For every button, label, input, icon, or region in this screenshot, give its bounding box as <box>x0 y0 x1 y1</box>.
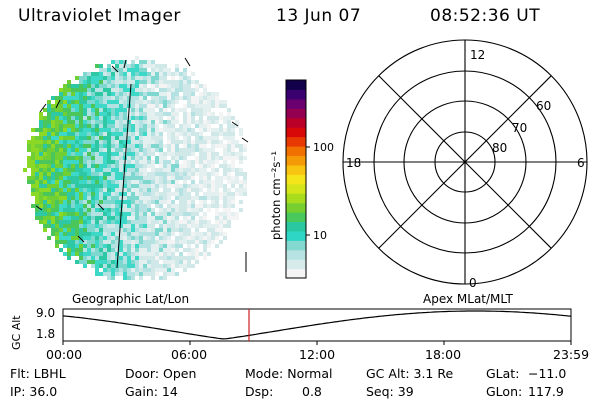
polar-label-lat-60: 60 <box>536 99 551 113</box>
colorbar-swatch <box>286 183 306 194</box>
mode-status: Mode: Normal <box>245 366 333 381</box>
filter-value: Flt: LBHL <box>10 366 66 381</box>
colorbar-swatch <box>286 136 306 147</box>
colorbar-swatch <box>286 259 306 270</box>
colorbar-swatch <box>286 221 306 232</box>
uv-image-graticule-tick <box>123 59 127 69</box>
uv-image <box>23 56 249 280</box>
time-label: 08:52:36 UT <box>430 6 541 26</box>
timeline-ytick-top: 9.0 <box>36 306 55 320</box>
polar-label-6: 6 <box>577 156 585 170</box>
timeline-ytick-bottom: 1.8 <box>36 327 55 341</box>
timeline-xtick-1200: 12:00 <box>299 347 336 362</box>
colorbar-swatch <box>286 146 306 157</box>
timeline-plot: GC Alt 9.0 1.8 <box>10 306 572 350</box>
colorbar-swatch <box>286 174 306 185</box>
colorbar-swatch <box>286 249 306 260</box>
colorbar-swatch <box>286 202 306 213</box>
colorbar-swatch <box>286 80 306 91</box>
uv-image-graticule-tick <box>39 103 47 113</box>
date-label: 13 Jun 07 <box>276 6 362 26</box>
timeline-orbit-curve <box>62 310 572 340</box>
colorbar: 100 10 photon cm⁻²s⁻¹ <box>269 79 334 279</box>
gc-alt-value: GC Alt: 3.1 Re <box>366 366 454 381</box>
colorbar-swatch <box>286 155 306 166</box>
colorbar-swatches <box>286 80 306 279</box>
colorbar-swatch <box>286 117 306 128</box>
timeline-ylabel: GC Alt <box>10 315 23 350</box>
timeline-xtick-0000: 00:00 <box>46 347 83 362</box>
uv-image-pixels <box>23 56 247 280</box>
timeline-xtick-1800: 18:00 <box>425 347 462 362</box>
polar-grid: 12 18 6 0 60 70 80 <box>342 39 588 290</box>
uv-image-graticule-tick <box>35 205 43 211</box>
dsp-label: Dsp: <box>245 384 274 399</box>
timeline-left-title: Geographic Lat/Lon <box>72 292 190 306</box>
uv-image-graticule-tick <box>77 235 85 243</box>
colorbar-swatch <box>286 108 306 119</box>
colorbar-swatch <box>286 127 306 138</box>
uv-image-graticule-tick <box>231 121 239 127</box>
door-status: Door: Open <box>125 366 197 381</box>
glon-label: GLon: <box>486 384 523 399</box>
polar-label-0: 0 <box>469 276 477 290</box>
colorbar-swatch <box>286 193 306 204</box>
dsp-value: 0.8 <box>302 384 322 399</box>
uv-image-graticule-tick <box>111 65 119 73</box>
colorbar-swatch <box>286 212 306 223</box>
colorbar-tick-100-label: 100 <box>313 141 334 154</box>
ip-value: IP: 36.0 <box>10 384 58 399</box>
polar-diagonal-2 <box>378 75 552 249</box>
colorbar-swatch <box>286 240 306 251</box>
uv-image-terminator-line <box>116 83 132 269</box>
uv-image-graticule-tick <box>97 203 105 211</box>
app-title: Ultraviolet Imager <box>18 6 181 26</box>
polar-label-lat-80: 80 <box>492 141 507 155</box>
colorbar-unit-label: photon cm⁻²s⁻¹ <box>269 151 283 240</box>
polar-label-12: 12 <box>470 48 485 62</box>
glon-value: 117.9 <box>528 384 564 399</box>
timeline-xtick-0600: 06:00 <box>171 347 208 362</box>
uv-image-graticule-tick <box>55 99 61 109</box>
colorbar-swatch <box>286 230 306 241</box>
uv-image-graticule-tick <box>241 137 249 143</box>
gain-value: Gain: 14 <box>125 384 178 399</box>
timeline-right-title: Apex MLat/MLT <box>423 292 513 306</box>
glat-value: −11.0 <box>528 366 567 381</box>
polar-label-18: 18 <box>346 156 361 170</box>
timeline-xtick-2359: 23:59 <box>553 347 590 362</box>
glat-label: GLat: <box>486 366 520 381</box>
colorbar-frame <box>285 79 307 279</box>
colorbar-swatch <box>286 89 306 100</box>
polar-label-lat-70: 70 <box>512 121 527 135</box>
uv-image-graticule-tick <box>184 57 191 67</box>
seq-value: Seq: 39 <box>366 384 414 399</box>
colorbar-tick-10-label: 10 <box>313 229 327 242</box>
colorbar-swatch <box>286 98 306 109</box>
colorbar-swatch <box>286 268 306 279</box>
colorbar-swatch <box>286 164 306 175</box>
